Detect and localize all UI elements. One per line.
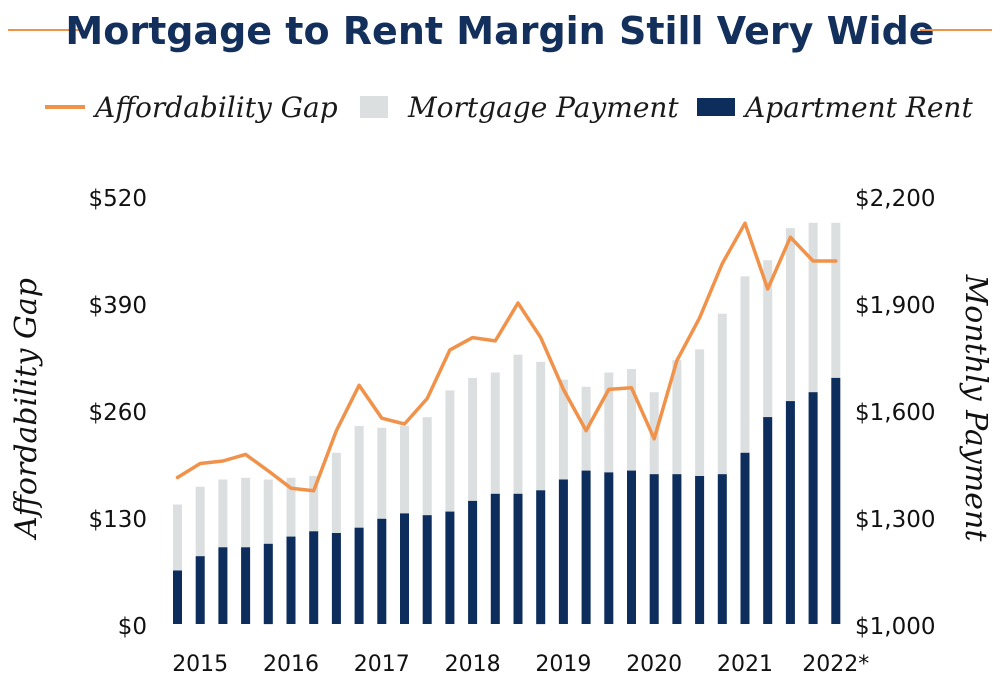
rent-bar xyxy=(309,531,319,624)
x-tick-label: 2020 xyxy=(626,652,682,677)
rent-bar xyxy=(263,543,273,625)
y-right-tick: $2,200 xyxy=(855,186,935,212)
y-left-tick: $520 xyxy=(88,186,147,212)
mortgage-bar xyxy=(717,313,727,624)
bars xyxy=(173,222,841,625)
mortgage-bar xyxy=(195,486,205,624)
y-right-axis-title: Monthly Payment xyxy=(958,274,993,543)
mortgage-bar xyxy=(445,390,455,624)
affordability-gap-line xyxy=(175,221,838,493)
x-tick-label: 2022* xyxy=(802,652,869,677)
rent-bar xyxy=(740,452,750,624)
rent-bar xyxy=(627,470,636,624)
rent-bar xyxy=(513,493,523,624)
rent-bar xyxy=(581,470,591,624)
rent-bar xyxy=(558,479,568,624)
rent-bar xyxy=(831,377,841,624)
legend-swatch-rent xyxy=(697,98,735,116)
x-tick-label: 2016 xyxy=(263,652,319,677)
rent-bar xyxy=(195,556,205,624)
legend-label-rent: Apartment Rent xyxy=(742,91,973,124)
x-tick-label: 2019 xyxy=(535,652,591,677)
mortgage-bar xyxy=(173,504,182,624)
rent-bar xyxy=(377,518,387,624)
y-right-tick: $1,900 xyxy=(855,293,935,319)
rent-bar xyxy=(763,417,773,624)
rent-bar xyxy=(286,536,296,624)
mortgage-bar xyxy=(513,354,523,624)
rent-bar xyxy=(649,474,659,624)
y-left-tick: $130 xyxy=(88,507,147,533)
x-tick-label: 2018 xyxy=(445,652,501,677)
rent-bar xyxy=(173,570,182,624)
rent-bar xyxy=(695,476,705,624)
y-left-tick: $0 xyxy=(118,614,147,640)
legend-label-gap: Affordability Gap xyxy=(92,91,338,124)
mortgage-bar xyxy=(354,426,364,624)
rent-bar xyxy=(536,490,546,625)
legend: Affordability Gap Mortgage Payment Apart… xyxy=(45,91,973,124)
y-left-tick: $260 xyxy=(88,400,147,426)
y-left-tick: $390 xyxy=(88,293,147,319)
gap-line-group xyxy=(175,221,838,493)
y-right-tick: $1,000 xyxy=(855,614,935,640)
rent-bar xyxy=(468,500,478,624)
x-ticks: 2015 2016 2017 2018 2019 2020 2021 2022* xyxy=(172,652,869,677)
y-right-tick: $1,300 xyxy=(855,507,935,533)
x-tick-label: 2015 xyxy=(172,652,228,677)
chart-title: Mortgage to Rent Margin Still Very Wide xyxy=(65,9,934,53)
rent-bar xyxy=(331,533,341,624)
y-left-axis-title: Affordability Gap xyxy=(9,278,44,541)
legend-label-mortgage: Mortgage Payment xyxy=(407,91,679,124)
rent-bar xyxy=(400,513,409,624)
rent-bar xyxy=(490,493,500,624)
mortgage-bar xyxy=(740,276,750,625)
legend-swatch-mortgage xyxy=(360,96,388,118)
rent-bar xyxy=(241,547,251,624)
rent-bar xyxy=(717,474,727,624)
y-right-ticks: $1,000 $1,300 $1,600 $1,900 $2,200 xyxy=(855,186,935,640)
rent-bar xyxy=(672,474,682,624)
rent-bar xyxy=(218,547,228,624)
x-tick-label: 2021 xyxy=(717,652,773,677)
rent-bar xyxy=(422,515,432,624)
rent-bar xyxy=(604,472,614,624)
rent-bar xyxy=(808,392,818,624)
rent-bar xyxy=(445,511,455,624)
x-tick-label: 2017 xyxy=(354,652,410,677)
y-left-ticks: $0 $130 $260 $390 $520 xyxy=(88,186,147,640)
rent-bar xyxy=(354,527,364,624)
y-right-tick: $1,600 xyxy=(855,400,935,426)
rent-bar xyxy=(785,401,795,624)
